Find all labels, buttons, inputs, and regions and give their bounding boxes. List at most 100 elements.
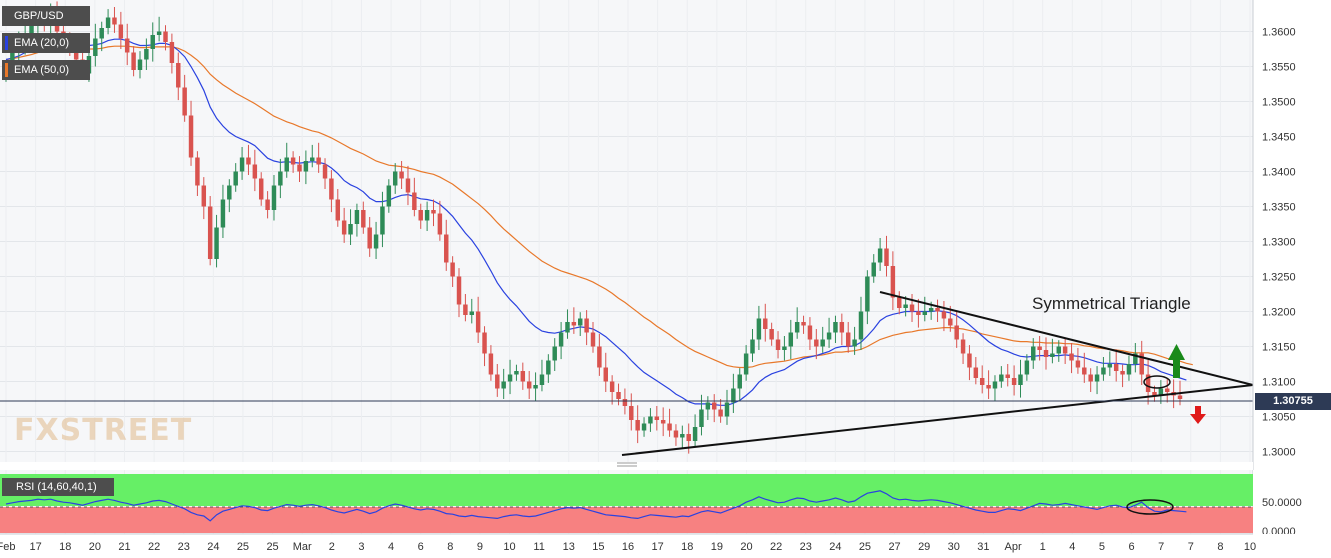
candle-body	[750, 339, 755, 354]
candle-body	[763, 318, 768, 329]
price-axis	[1253, 0, 1331, 462]
candle-body	[144, 49, 149, 60]
candle-body	[514, 371, 519, 375]
candle-body	[1152, 392, 1157, 396]
candle-body	[1011, 378, 1017, 385]
candle-body	[539, 374, 545, 385]
candle-body	[431, 210, 436, 214]
candle-body	[469, 311, 475, 315]
candle-body	[941, 311, 947, 319]
candle-body	[884, 248, 889, 266]
candle-body	[979, 378, 985, 385]
up-arrow-icon	[1168, 344, 1185, 378]
triangle-lower-trendline	[621, 384, 1254, 456]
candle-body	[1082, 367, 1087, 375]
time-tick-label: 5	[1099, 541, 1105, 553]
price-tick-label: 1.3500	[1262, 97, 1296, 109]
candle-body	[928, 308, 934, 312]
candle-body	[1126, 364, 1132, 375]
candle-body	[769, 329, 774, 340]
candle-body	[718, 409, 723, 417]
candle-body	[335, 199, 341, 221]
time-tick-label: 10	[1244, 541, 1256, 553]
time-tick-label: 25	[266, 541, 278, 553]
candle-body	[660, 420, 666, 424]
candle-body	[858, 311, 864, 340]
candle-body	[418, 210, 423, 221]
candle-body	[609, 381, 615, 392]
candle-body	[1165, 388, 1170, 392]
candle-body	[118, 24, 124, 39]
price-tick-label: 1.3250	[1262, 272, 1296, 284]
rsi-highlight-ellipse	[1126, 499, 1174, 515]
candle-body	[1107, 364, 1113, 368]
candle-body	[488, 353, 494, 375]
rsi-series	[5, 490, 1187, 522]
candle-body	[412, 192, 417, 210]
candle-body	[258, 178, 264, 200]
time-tick-label: 25	[859, 541, 871, 553]
candle-body	[788, 332, 794, 347]
candle-body	[278, 171, 283, 186]
candle-body	[1094, 374, 1100, 382]
price-tick-label: 1.3150	[1262, 342, 1296, 354]
candle-body	[960, 339, 966, 354]
candle-body	[622, 399, 628, 406]
time-tick-label: 24	[207, 541, 219, 553]
candle-body	[629, 406, 634, 420]
time-tick-label: 21	[118, 541, 130, 553]
legend-rsi: RSI (14,60,40,1)	[2, 478, 114, 496]
candle-body	[361, 210, 366, 228]
candle-body	[973, 367, 979, 378]
candle-body	[392, 171, 398, 186]
candle-body	[699, 409, 704, 427]
candle-body	[1069, 353, 1074, 361]
candle-body	[227, 185, 232, 200]
time-tick-label: 23	[178, 541, 190, 553]
candle-body	[833, 322, 838, 333]
legend-symbol: GBP/USD	[2, 6, 90, 26]
candle-body	[648, 416, 653, 424]
candle-body	[367, 227, 372, 249]
candle-body	[195, 157, 200, 186]
candle-body	[801, 322, 806, 326]
candle-body	[482, 332, 487, 354]
time-tick-label: 7	[1158, 541, 1164, 553]
time-tick-label: 18	[59, 541, 71, 553]
candle-body	[163, 31, 168, 42]
time-tick-label: 1	[1040, 541, 1046, 553]
pane-drag-handle[interactable]	[617, 462, 637, 467]
time-tick-label: 23	[800, 541, 812, 553]
time-tick-label: 8	[447, 541, 453, 553]
candle-body	[820, 339, 825, 347]
candle-body	[93, 38, 98, 56]
candle-body	[1056, 346, 1062, 354]
annotation-label: Symmetrical Triangle	[1032, 294, 1191, 313]
candle-body	[865, 276, 870, 312]
candle-body	[131, 52, 136, 70]
time-tick-label: 19	[711, 541, 723, 553]
candle-body	[105, 17, 111, 28]
grid-lines	[0, 0, 1253, 534]
candle-body	[252, 164, 258, 179]
time-axis	[0, 534, 1331, 558]
candle-body	[782, 346, 787, 350]
time-tick-label: 16	[622, 541, 634, 553]
time-tick-label: 30	[948, 541, 960, 553]
candle-body	[207, 206, 213, 259]
time-tick-label: 20	[740, 541, 752, 553]
rsi-line	[5, 490, 1187, 522]
time-tick-label: 22	[148, 541, 160, 553]
candle-body	[463, 304, 468, 315]
time-tick-label: 18	[681, 541, 693, 553]
price-tick-label: 1.3350	[1262, 202, 1296, 214]
price-tick-label: 1.3300	[1262, 237, 1296, 249]
candle-body	[405, 178, 411, 193]
price-tick-label: 1.3600	[1262, 27, 1296, 39]
time-tick-label: 22	[770, 541, 782, 553]
candle-body	[584, 318, 589, 333]
candle-body	[188, 115, 194, 158]
time-tick-label: Apr	[1004, 541, 1021, 553]
candle-body	[386, 185, 392, 207]
candlestick-series	[3, 1, 1183, 454]
